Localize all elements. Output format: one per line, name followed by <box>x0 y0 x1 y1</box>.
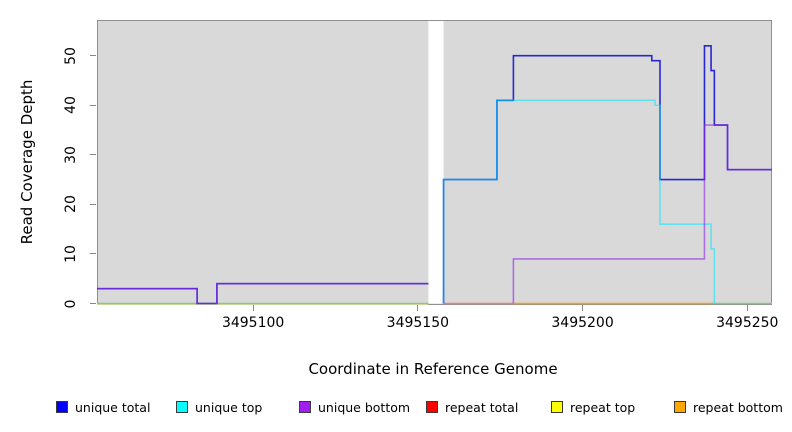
plot-canvas <box>97 20 772 305</box>
legend-label: repeat top <box>570 399 636 415</box>
legend-swatch-icon <box>551 401 563 413</box>
legend-label: unique top <box>195 399 263 415</box>
x-axis-title: Coordinate in Reference Genome <box>308 360 558 378</box>
x-tick <box>746 305 748 311</box>
legend-item: repeat total <box>426 396 518 418</box>
y-tick <box>90 203 96 205</box>
no-data-gap <box>428 21 444 304</box>
x-tick <box>252 305 254 311</box>
y-tick-label: 10 <box>63 245 79 263</box>
x-tick <box>582 305 584 311</box>
y-tick <box>90 104 96 106</box>
x-tick-label: 3495200 <box>551 315 614 331</box>
y-tick <box>90 303 96 304</box>
y-tick-label: 30 <box>63 145 79 164</box>
legend-item: unique bottom <box>299 396 410 418</box>
series-unique-top <box>442 99 716 304</box>
legend: unique total unique top unique bottom repea… <box>0 396 792 422</box>
legend-swatch-icon <box>299 401 311 413</box>
legend-swatch-icon <box>56 401 68 413</box>
x-tick-label: 3495100 <box>221 315 285 331</box>
legend-swatch-icon <box>674 401 686 413</box>
y-tick <box>90 154 96 156</box>
y-tick-label: 50 <box>63 46 79 65</box>
legend-swatch-icon <box>176 401 188 413</box>
x-tick <box>417 305 419 311</box>
legend-item: repeat bottom <box>674 396 783 418</box>
x-tick-label: 3495150 <box>386 315 450 331</box>
y-axis-title: Read Coverage Depth <box>18 79 36 245</box>
y-tick <box>90 253 96 255</box>
legend-label: repeat total <box>445 399 519 415</box>
series-unique-bottom <box>97 282 429 305</box>
y-tick <box>90 55 96 57</box>
legend-item: unique total <box>56 396 150 418</box>
series-unique-bottom <box>512 124 772 304</box>
legend-label: unique total <box>75 399 151 415</box>
y-tick-label: 0 <box>63 299 79 308</box>
plot-area <box>97 20 772 305</box>
legend-swatch-icon <box>426 401 438 413</box>
x-tick-label: 3495250 <box>716 315 779 331</box>
legend-label: unique bottom <box>318 399 411 415</box>
y-tick-label: 40 <box>63 96 79 115</box>
y-tick-label: 20 <box>63 195 79 214</box>
legend-item: repeat top <box>551 396 635 418</box>
legend-item: unique top <box>176 396 262 418</box>
legend-label: repeat bottom <box>693 399 783 415</box>
